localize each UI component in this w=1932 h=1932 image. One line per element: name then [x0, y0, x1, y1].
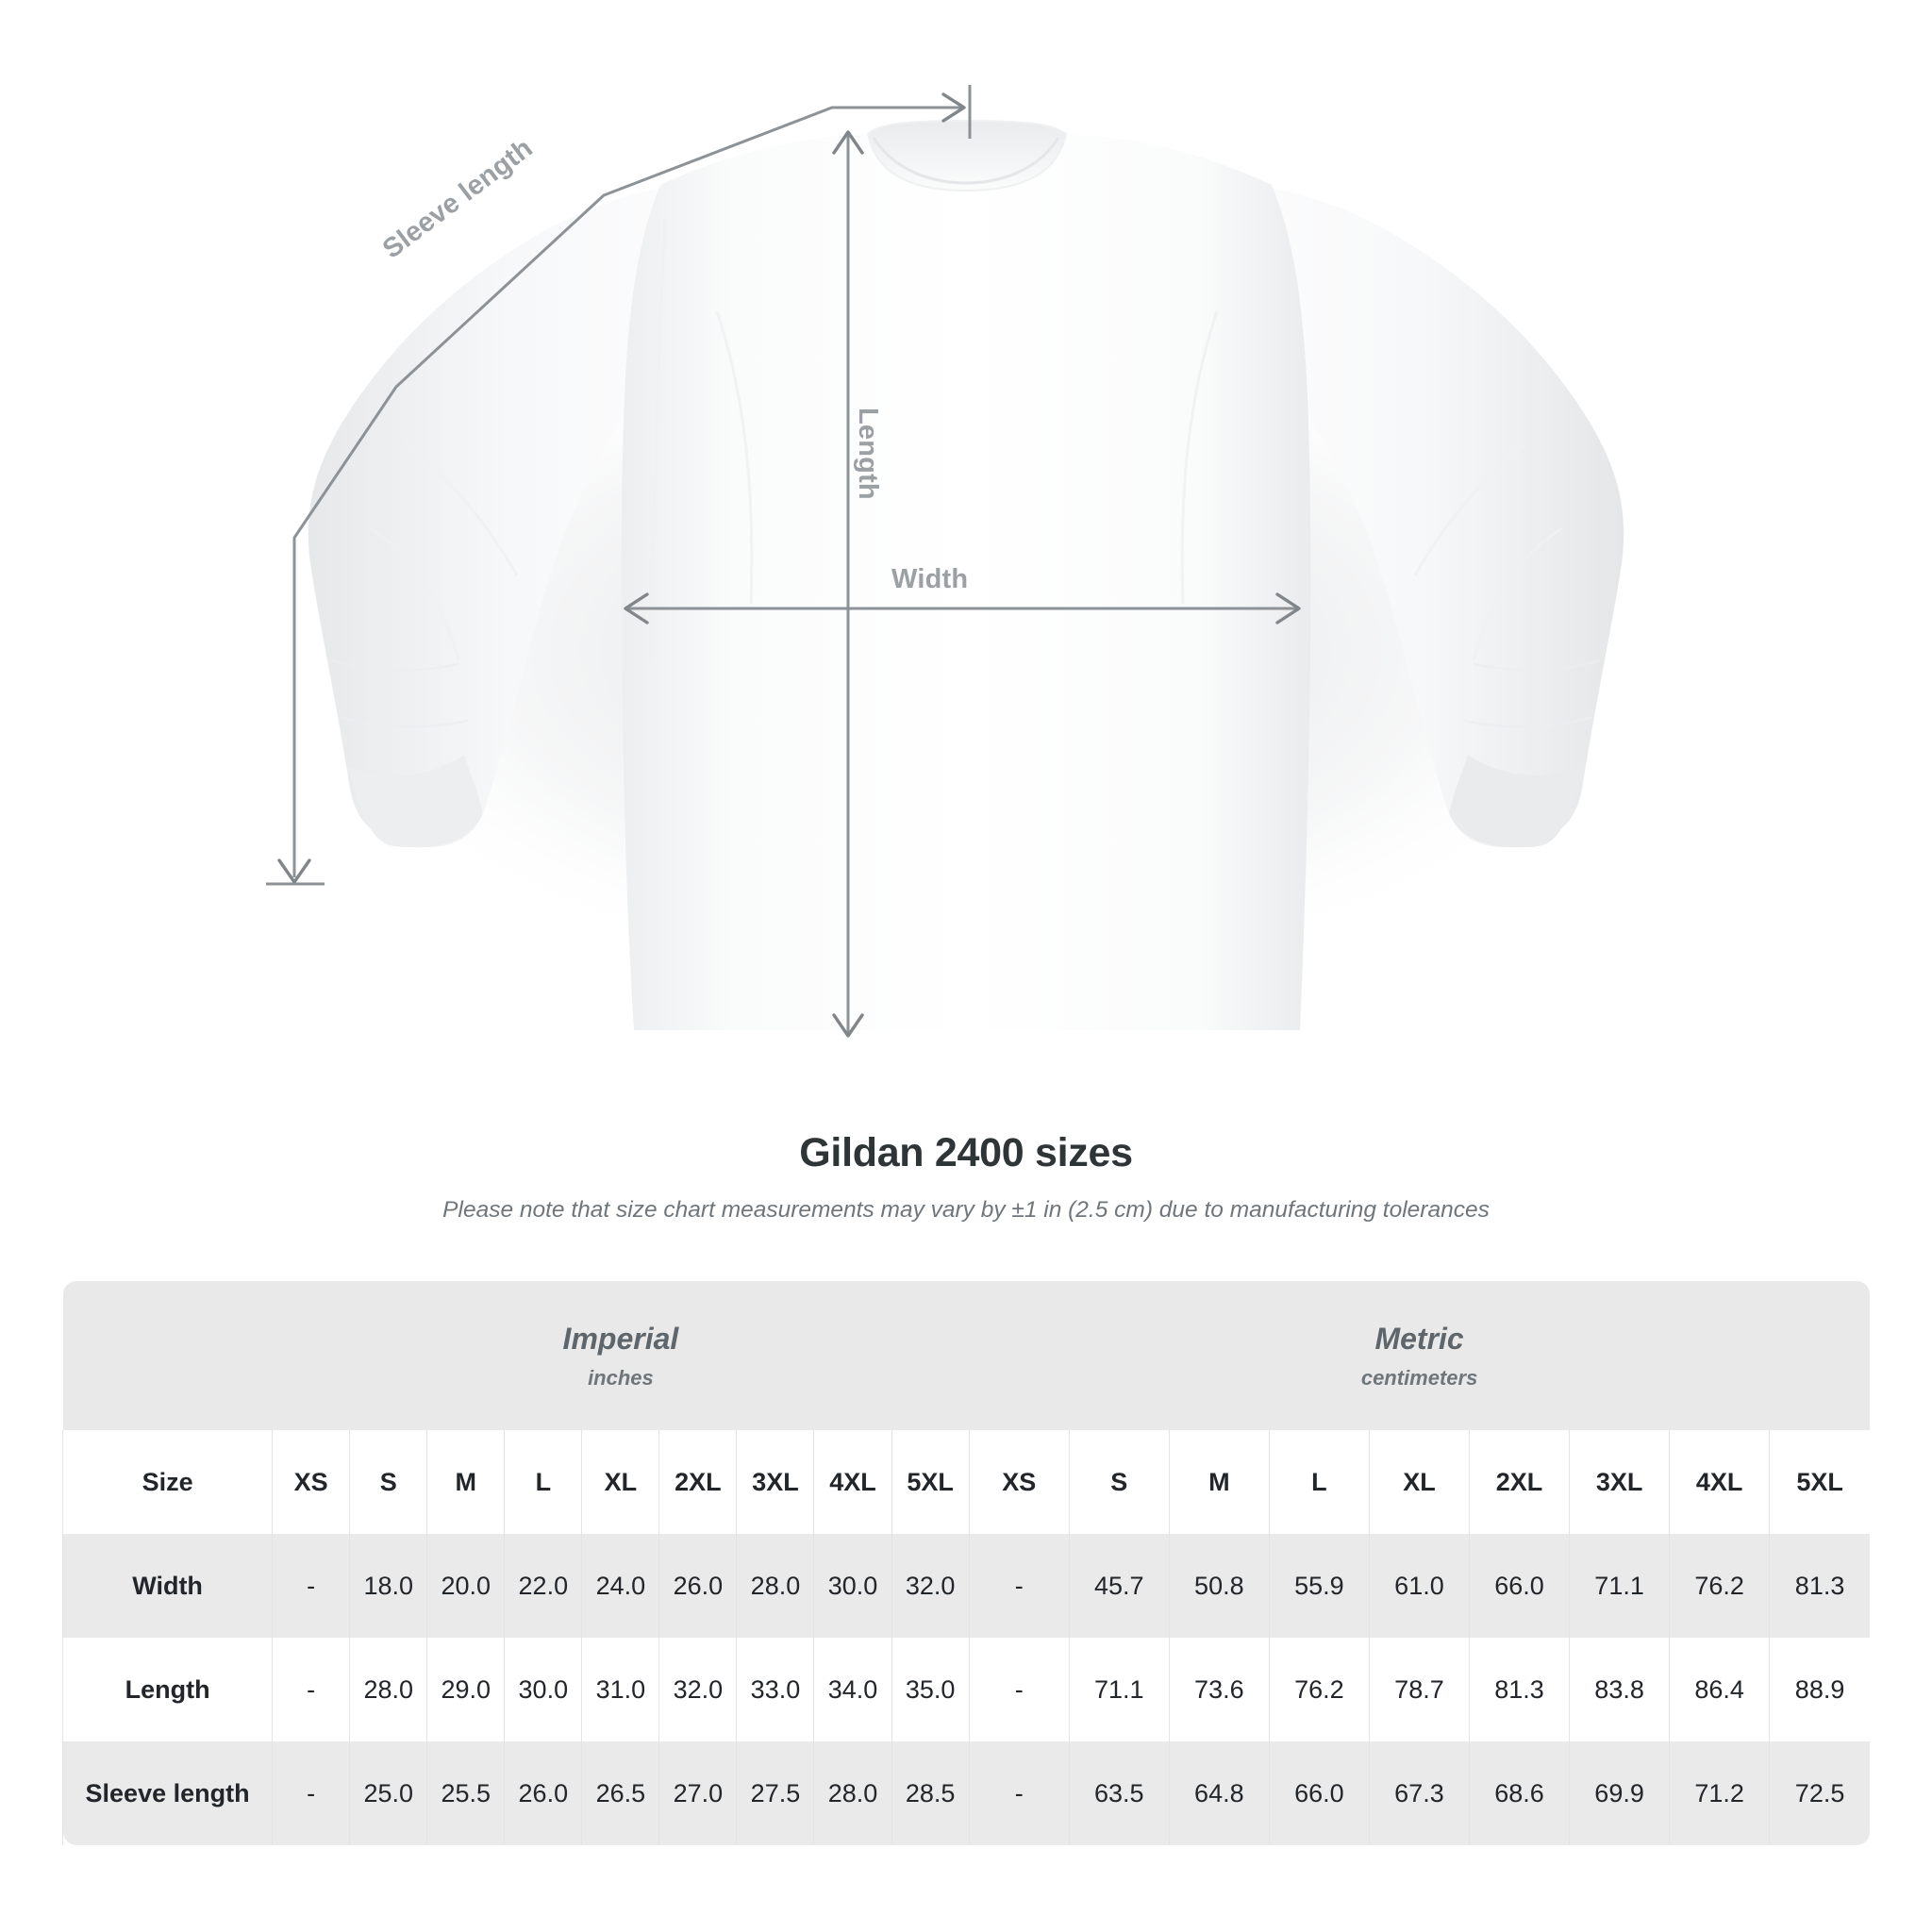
- cell-sleeve-imperial-s: 25.0: [349, 1741, 427, 1845]
- page-subtitle: Please note that size chart measurements…: [442, 1197, 1490, 1223]
- size-header-imperial-xs: XS: [272, 1430, 350, 1534]
- cell-sleeve-metric-3xl: 69.9: [1569, 1741, 1670, 1845]
- size-chart-table: Imperial inches Metric centimeters Size …: [61, 1281, 1870, 1845]
- unit-group-imperial-name: Imperial: [562, 1321, 679, 1356]
- cell-width-imperial-5xl: 32.0: [891, 1534, 970, 1638]
- unit-group-imperial-sub: inches: [588, 1365, 654, 1390]
- cell-length-metric-2xl: 81.3: [1468, 1638, 1570, 1741]
- cell-length-imperial-m: 29.0: [426, 1638, 505, 1741]
- table-row: Length - 28.0 29.0 30.0 31.0 32.0 33.0 3…: [61, 1638, 1870, 1741]
- table-row: Sleeve length - 25.0 25.5 26.0 26.5 27.0…: [61, 1741, 1870, 1845]
- cell-width-metric-m: 50.8: [1168, 1534, 1270, 1638]
- cell-width-metric-s: 45.7: [1068, 1534, 1170, 1638]
- cell-width-metric-xl: 61.0: [1368, 1534, 1470, 1638]
- cell-sleeve-imperial-m: 25.5: [426, 1741, 505, 1845]
- cell-sleeve-imperial-xl: 26.5: [581, 1741, 659, 1845]
- table-row: Width - 18.0 20.0 22.0 24.0 26.0 28.0 30…: [61, 1534, 1870, 1638]
- cell-width-imperial-l: 22.0: [504, 1534, 582, 1638]
- cell-length-imperial-xs: -: [272, 1638, 350, 1741]
- unit-header-row: Imperial inches Metric centimeters: [62, 1281, 1870, 1430]
- size-header-imperial-m: M: [426, 1430, 505, 1534]
- width-dimension-label: Width: [891, 564, 969, 594]
- cell-length-metric-m: 73.6: [1168, 1638, 1270, 1741]
- cell-sleeve-metric-s: 63.5: [1068, 1741, 1170, 1845]
- cell-width-metric-5xl: 81.3: [1769, 1534, 1870, 1638]
- cell-sleeve-metric-5xl: 72.5: [1769, 1741, 1870, 1845]
- size-table-container: Imperial inches Metric centimeters Size …: [61, 1281, 1870, 1845]
- cell-length-imperial-5xl: 35.0: [891, 1638, 970, 1741]
- size-header-metric-l: L: [1268, 1430, 1370, 1534]
- cell-width-imperial-2xl: 26.0: [658, 1534, 737, 1638]
- cell-sleeve-metric-xs: -: [968, 1741, 1070, 1845]
- size-header-imperial-xl: XL: [581, 1430, 659, 1534]
- size-header-metric-m: M: [1168, 1430, 1270, 1534]
- row-label-sleeve-length: Sleeve length: [61, 1741, 273, 1845]
- cell-length-imperial-s: 28.0: [349, 1638, 427, 1741]
- cell-length-imperial-2xl: 32.0: [658, 1638, 737, 1741]
- cell-sleeve-metric-m: 64.8: [1168, 1741, 1270, 1845]
- cell-sleeve-metric-l: 66.0: [1268, 1741, 1370, 1845]
- size-header-imperial-4xl: 4XL: [813, 1430, 892, 1534]
- unit-group-metric: Metric centimeters: [969, 1281, 1870, 1430]
- unit-group-imperial: Imperial inches: [272, 1281, 970, 1430]
- row-label-length: Length: [61, 1638, 273, 1741]
- cell-length-imperial-xl: 31.0: [581, 1638, 659, 1741]
- cell-length-imperial-4xl: 34.0: [813, 1638, 892, 1741]
- page-title: Gildan 2400 sizes: [799, 1130, 1133, 1175]
- cell-width-imperial-s: 18.0: [349, 1534, 427, 1638]
- size-header-metric-5xl: 5XL: [1769, 1430, 1870, 1534]
- cell-length-metric-xs: -: [968, 1638, 1070, 1741]
- cell-width-imperial-m: 20.0: [426, 1534, 505, 1638]
- size-header-metric-4xl: 4XL: [1669, 1430, 1770, 1534]
- cell-width-metric-xs: -: [968, 1534, 1070, 1638]
- size-header-metric-xl: XL: [1368, 1430, 1470, 1534]
- size-header-row: Size XS S M L XL 2XL 3XL 4XL 5XL XS S M …: [61, 1430, 1870, 1534]
- cell-width-imperial-xl: 24.0: [581, 1534, 659, 1638]
- size-header-metric-3xl: 3XL: [1569, 1430, 1670, 1534]
- garment-diagram: Sleeve length Length Width: [266, 85, 1645, 1038]
- cell-width-imperial-xs: -: [272, 1534, 350, 1638]
- cell-sleeve-imperial-4xl: 28.0: [813, 1741, 892, 1845]
- cell-sleeve-imperial-2xl: 27.0: [658, 1741, 737, 1845]
- cell-sleeve-imperial-xs: -: [272, 1741, 350, 1845]
- cell-width-metric-l: 55.9: [1268, 1534, 1370, 1638]
- cell-width-metric-4xl: 76.2: [1669, 1534, 1770, 1638]
- cell-sleeve-metric-4xl: 71.2: [1669, 1741, 1770, 1845]
- cell-length-metric-s: 71.1: [1068, 1638, 1170, 1741]
- size-header-imperial-3xl: 3XL: [736, 1430, 814, 1534]
- cell-sleeve-imperial-3xl: 27.5: [736, 1741, 814, 1845]
- cell-length-imperial-l: 30.0: [504, 1638, 582, 1741]
- size-header-imperial-5xl: 5XL: [891, 1430, 970, 1534]
- length-dimension-label: Length: [853, 408, 883, 500]
- size-header-imperial-s: S: [349, 1430, 427, 1534]
- size-header-label: Size: [61, 1430, 273, 1534]
- garment-illustration-svg: [266, 85, 1645, 1038]
- cell-width-metric-2xl: 66.0: [1468, 1534, 1570, 1638]
- cell-sleeve-metric-xl: 67.3: [1368, 1741, 1470, 1845]
- size-header-imperial-l: L: [504, 1430, 582, 1534]
- unit-group-metric-name: Metric: [1374, 1321, 1464, 1356]
- size-header-imperial-2xl: 2XL: [658, 1430, 737, 1534]
- row-label-width: Width: [61, 1534, 273, 1638]
- cell-width-metric-3xl: 71.1: [1569, 1534, 1670, 1638]
- unit-header-blank: [62, 1281, 273, 1430]
- cell-sleeve-imperial-l: 26.0: [504, 1741, 582, 1845]
- cell-width-imperial-3xl: 28.0: [736, 1534, 814, 1638]
- cell-length-metric-3xl: 83.8: [1569, 1638, 1670, 1741]
- size-header-metric-s: S: [1068, 1430, 1170, 1534]
- title-block: Gildan 2400 sizes Please note that size …: [0, 1130, 1932, 1224]
- cell-length-metric-5xl: 88.9: [1769, 1638, 1870, 1741]
- cell-length-metric-l: 76.2: [1268, 1638, 1370, 1741]
- cell-length-metric-xl: 78.7: [1368, 1638, 1470, 1741]
- size-header-metric-xs: XS: [968, 1430, 1070, 1534]
- cell-sleeve-imperial-5xl: 28.5: [891, 1741, 970, 1845]
- cell-width-imperial-4xl: 30.0: [813, 1534, 892, 1638]
- unit-group-metric-sub: centimeters: [1360, 1365, 1478, 1390]
- cell-length-imperial-3xl: 33.0: [736, 1638, 814, 1741]
- cell-sleeve-metric-2xl: 68.6: [1468, 1741, 1570, 1845]
- cell-length-metric-4xl: 86.4: [1669, 1638, 1770, 1741]
- size-header-metric-2xl: 2XL: [1468, 1430, 1570, 1534]
